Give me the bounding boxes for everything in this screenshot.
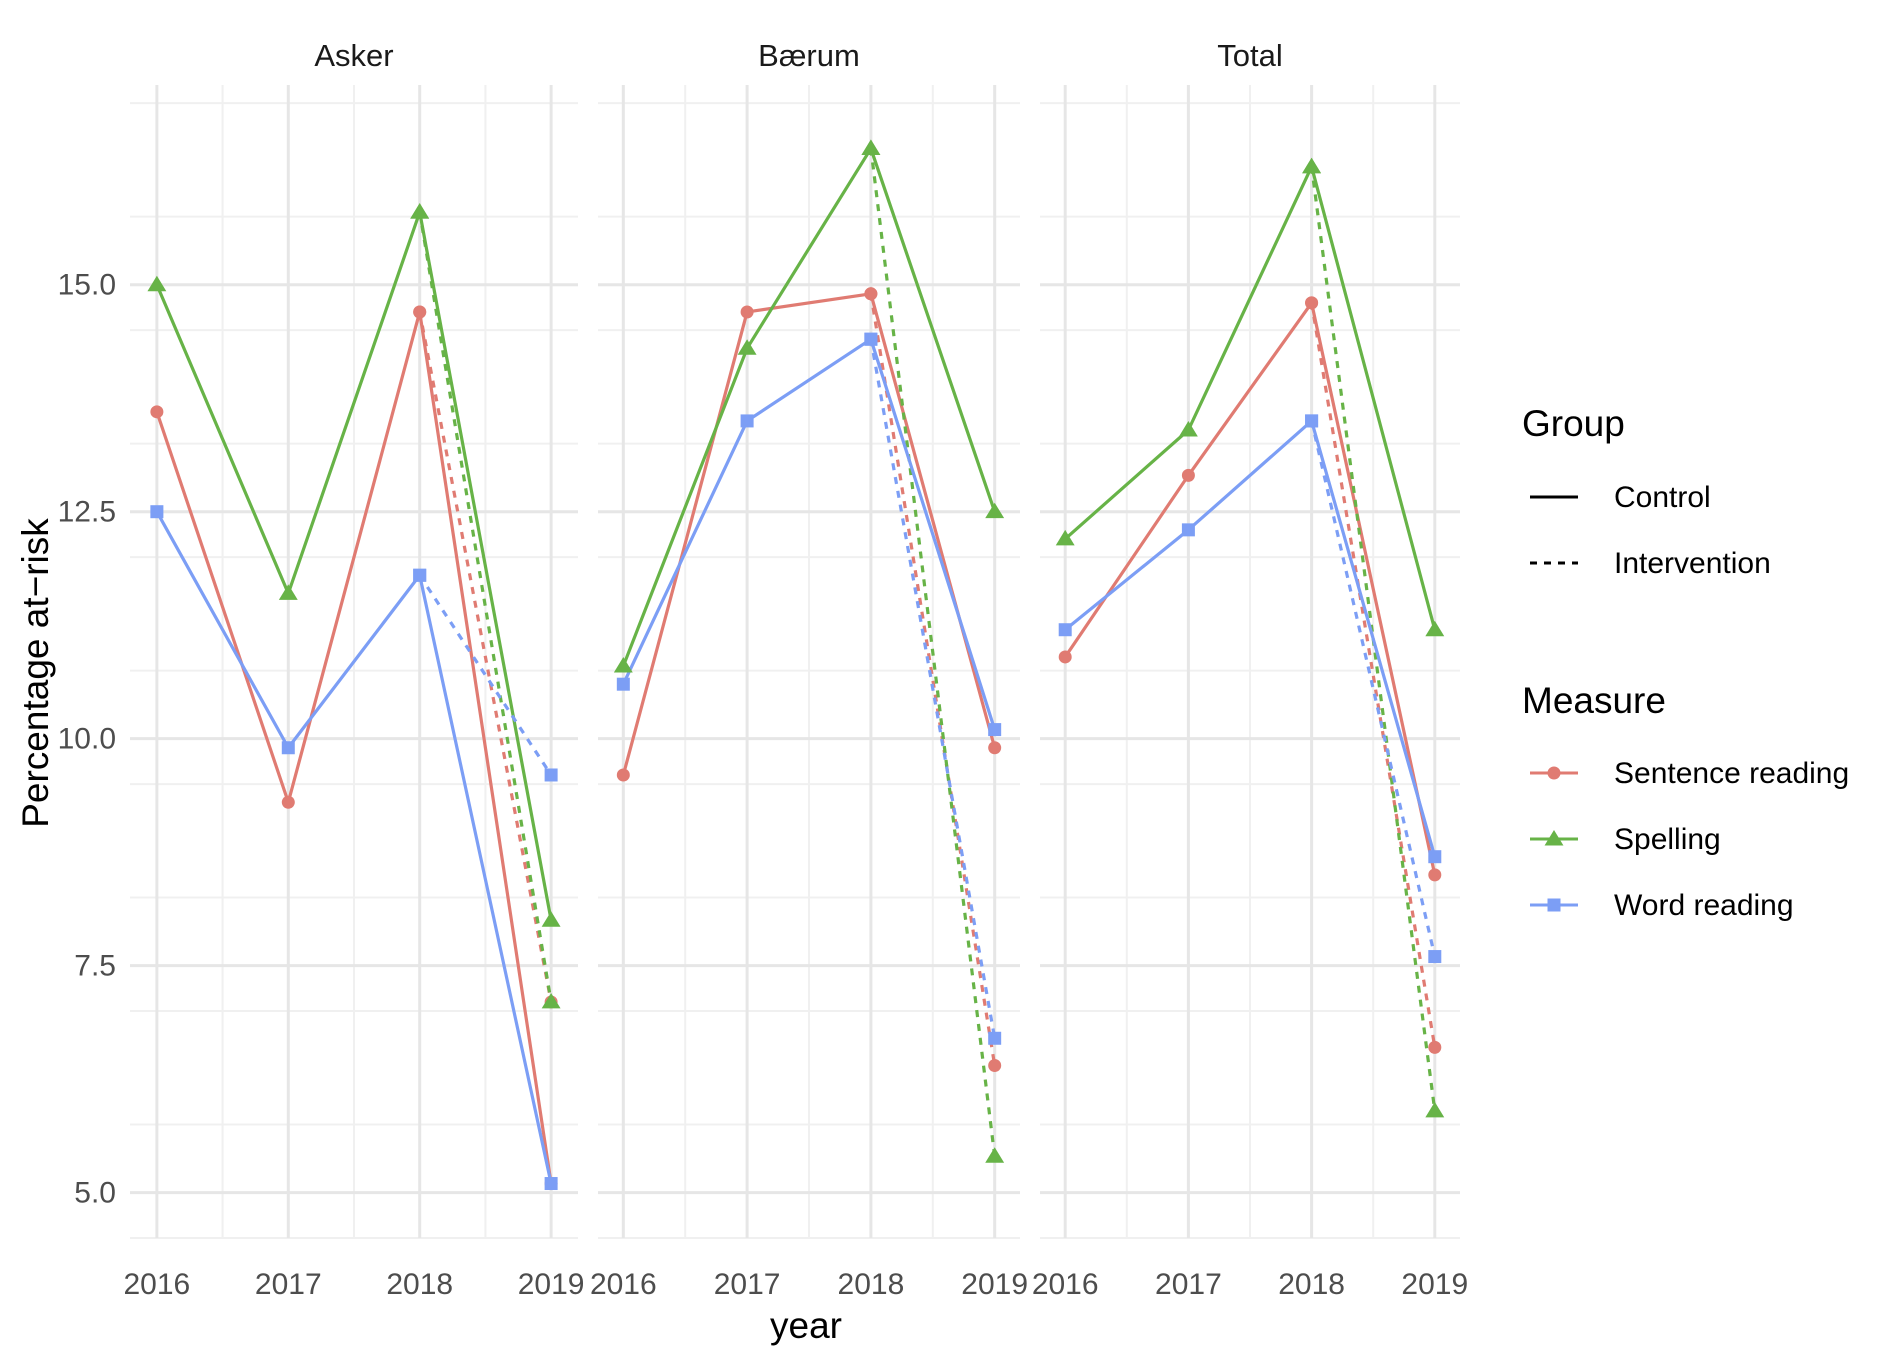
x-tick-label: 2019 <box>1401 1268 1468 1301</box>
axes-layer: Percentage at−risk year 5.0 7.5 10.0 12.5 15… <box>15 269 842 1346</box>
data-point-sentence-reading-control <box>740 305 754 319</box>
data-point-word-reading-control <box>1058 623 1072 637</box>
data-point-spelling-intervention <box>541 992 561 1009</box>
data-point-spelling-intervention <box>410 203 430 219</box>
facet-label-bærum: Bærum <box>758 38 860 73</box>
data-point-spelling-control <box>541 911 561 927</box>
data-point-spelling-control <box>1178 420 1198 437</box>
data-point-sentence-reading-intervention <box>864 287 878 301</box>
data-point-word-reading-intervention <box>864 332 878 346</box>
x-tick-label: 2017 <box>714 1268 781 1301</box>
x-tick-label: 2019 <box>518 1268 585 1301</box>
x-tick-label: 2016 <box>590 1268 657 1301</box>
x-tick-label: 2017 <box>255 1268 322 1301</box>
series-line-word-reading-control <box>155 510 553 1184</box>
data-point-spelling-intervention <box>985 1147 1005 1163</box>
legend-label-intervention: Intervention <box>1614 547 1771 580</box>
y-tick-label: 10.0 <box>58 723 116 756</box>
series-line-sentence-reading-intervention <box>418 311 553 1003</box>
data-point-spelling-control <box>147 275 167 292</box>
series-line-sentence-reading-intervention <box>869 293 997 1066</box>
legend-label-spelling: Spelling <box>1614 823 1721 856</box>
x-axis-title: year <box>770 1305 842 1346</box>
data-point-word-reading-control <box>544 1177 558 1191</box>
data-point-sentence-reading-control <box>1428 868 1442 882</box>
data-point-word-reading-control <box>740 414 754 428</box>
x-tick-label: 2019 <box>961 1268 1028 1301</box>
data-point-sentence-reading-intervention <box>413 305 427 319</box>
data-point-word-reading-intervention <box>413 568 427 582</box>
series-line-word-reading-control <box>621 337 997 731</box>
panel-bærum: Bærum 2016 2017 2018 2019 <box>590 38 1028 1301</box>
data-point-word-reading-intervention <box>1305 414 1319 428</box>
facet-label-asker: Asker <box>314 38 393 73</box>
y-tick-label: 7.5 <box>74 950 116 983</box>
series-line-spelling-control <box>155 210 553 921</box>
x-tick-label: 2018 <box>838 1268 905 1301</box>
legend-key-marker-sentence-reading <box>1547 766 1561 780</box>
data-point-word-reading-control <box>1181 523 1195 537</box>
legend-key-marker-spelling <box>1544 830 1564 846</box>
data-point-word-reading-control <box>616 677 630 691</box>
y-axis-title: Percentage at−risk <box>15 518 56 828</box>
x-tick-label: 2018 <box>1278 1268 1345 1301</box>
data-point-word-reading-intervention <box>544 768 558 782</box>
data-point-word-reading-control <box>150 505 164 519</box>
data-point-spelling-control <box>1425 620 1445 637</box>
data-point-spelling-intervention <box>861 139 881 156</box>
data-point-word-reading-control <box>281 741 295 755</box>
series-line-spelling-control <box>1064 165 1437 631</box>
data-point-sentence-reading-control <box>281 795 295 809</box>
x-tick-label: 2016 <box>124 1268 191 1301</box>
series-line-word-reading-intervention <box>869 338 997 1039</box>
data-point-spelling-control <box>985 502 1005 519</box>
data-point-sentence-reading-intervention <box>1428 1040 1442 1054</box>
series-line-word-reading-control <box>1064 419 1437 858</box>
panel-total: Total 2016 2017 2018 2019 <box>1032 38 1468 1301</box>
data-point-spelling-control <box>613 657 633 673</box>
legend-label-word-reading: Word reading <box>1614 889 1794 922</box>
data-point-word-reading-intervention <box>988 1031 1002 1045</box>
data-point-spelling-intervention <box>1302 157 1322 174</box>
data-point-sentence-reading-control <box>988 741 1002 755</box>
data-point-word-reading-intervention <box>1428 950 1442 964</box>
series-line-sentence-reading-control <box>1063 301 1437 876</box>
data-point-sentence-reading-control <box>1058 650 1072 664</box>
data-point-sentence-reading-control <box>150 405 164 419</box>
data-point-sentence-reading-intervention <box>1305 296 1319 310</box>
data-point-sentence-reading-control <box>616 768 630 782</box>
facet-label-total: Total <box>1217 38 1282 73</box>
data-point-word-reading-control <box>1428 850 1442 864</box>
y-tick-label: 12.5 <box>58 496 116 529</box>
data-point-sentence-reading-control <box>1181 468 1195 482</box>
panel-asker: Asker 2016 2017 2018 2019 <box>124 38 585 1301</box>
y-tick-label: 15.0 <box>58 269 116 302</box>
x-tick-label: 2018 <box>386 1268 453 1301</box>
data-point-word-reading-control <box>988 723 1002 737</box>
legend-label-control: Control <box>1614 481 1711 514</box>
data-point-spelling-control <box>278 584 298 600</box>
series-line-spelling-intervention <box>869 148 997 1157</box>
legend-title-measure: Measure <box>1522 680 1666 721</box>
data-point-spelling-control <box>737 339 757 355</box>
series-line-word-reading-intervention <box>418 574 553 776</box>
legend-title-group: Group <box>1522 403 1625 444</box>
data-point-spelling-intervention <box>1425 1101 1445 1118</box>
x-tick-label: 2017 <box>1155 1268 1222 1301</box>
legend: Group Control Intervention Measure Sentence … <box>1522 403 1849 922</box>
x-tick-label: 2016 <box>1032 1268 1099 1301</box>
data-point-spelling-control <box>1055 529 1075 546</box>
y-tick-label: 5.0 <box>74 1177 116 1210</box>
data-point-sentence-reading-intervention <box>988 1059 1002 1073</box>
legend-key-marker-word-reading <box>1547 898 1561 912</box>
panels-layer: Asker 2016 2017 2018 2019 Bærum 2016 2017 2018 20… <box>124 38 1469 1301</box>
series-line-sentence-reading-control <box>621 292 997 776</box>
series-line-sentence-reading-control <box>155 310 553 1184</box>
legend-label-sentence-reading: Sentence reading <box>1614 757 1849 790</box>
series-line-spelling-control <box>621 146 997 667</box>
